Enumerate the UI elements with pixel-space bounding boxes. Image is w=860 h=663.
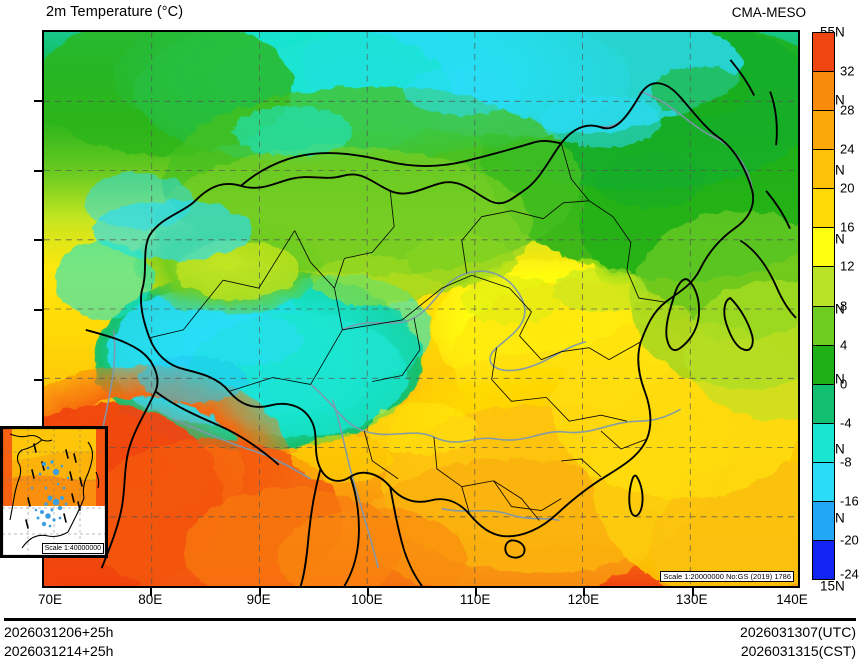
colorbar-band-8-12 (813, 267, 834, 307)
colorbar-band-24-28 (813, 111, 834, 151)
lat-tick-15n: 15N (820, 578, 845, 594)
lon-tick-mark (475, 588, 478, 596)
lat-tick-mark (34, 239, 42, 242)
colorbar-label-32: 32 (840, 63, 855, 79)
colorbar-label-neg20: -20 (840, 532, 859, 548)
valid-time-cst: 2026031315(CST) (740, 643, 856, 659)
colorbar-label-0: 0 (840, 376, 848, 392)
map-scale-label: Scale 1:20000000 No:GS (2019) 1786 (660, 571, 794, 582)
colorbar-band-neg4-0 (813, 384, 834, 424)
colorbar-label-28: 28 (840, 102, 855, 118)
colorbar-band-4-8 (813, 306, 834, 346)
lat-tick-mark (34, 309, 42, 311)
temperature-map[interactable]: Scale 1:20000000 No:GS (2019) 1786 (42, 30, 800, 588)
lon-tick-mark (366, 588, 369, 596)
colorbar-label-20: 20 (840, 180, 855, 196)
colorbar-label-24: 24 (840, 141, 855, 157)
colorbar-label-4: 4 (840, 337, 848, 353)
valid-time-utc: 2026031307(UTC) (740, 624, 856, 640)
lat-tick-mark (34, 99, 42, 102)
lat-tick-mark (34, 378, 42, 381)
colorbar-label-16: 16 (840, 219, 855, 235)
lon-tick-mark (150, 588, 153, 596)
lon-tick-110e: 110E (459, 592, 491, 607)
init-time-utc: 2026031206+25h (4, 624, 114, 640)
lon-tick-140e: 140E (776, 592, 808, 607)
colorbar-band-neg8-neg4 (813, 423, 834, 463)
lon-tick-120e: 120E (567, 592, 600, 607)
lon-tick-mark (258, 588, 261, 596)
colorbar-band-neg16-neg8 (813, 462, 834, 502)
colorbar-label-neg16: -16 (840, 493, 859, 509)
colorbar-band-0-4 (813, 345, 834, 385)
colorbar-band-12-16 (813, 228, 834, 268)
inset-scale-label: Scale 1:40000000 (41, 543, 104, 554)
colorbar-label-neg24: -24 (840, 566, 859, 582)
colorbar-band-neg24-neg20 (813, 541, 834, 580)
footer-left-block: 2026031206+25h 2026031214+25h (4, 623, 113, 661)
south-china-sea-inset-map[interactable]: Scale 1:40000000 (0, 426, 108, 558)
colorbar-label-8: 8 (840, 298, 848, 314)
map-canvas (44, 32, 798, 586)
colorbar-label-neg8: -8 (840, 454, 852, 470)
model-label: CMA-MESO (731, 5, 806, 20)
colorbar-band-16-20 (813, 189, 834, 229)
lon-tick-80e: 80E (138, 592, 163, 607)
footer-divider (4, 618, 856, 621)
colorbar-label-neg4: -4 (840, 415, 852, 431)
lon-tick-mark (691, 588, 694, 596)
colorbar-band-neg20-neg16 (813, 501, 834, 542)
lon-tick-90e: 90E (246, 592, 271, 607)
footer-right-block: 2026031307(UTC) 2026031315(CST) (740, 623, 856, 661)
lon-tick-130e: 130E (675, 592, 708, 607)
lon-tick-70e: 70E (37, 592, 63, 607)
lon-tick-mark (583, 588, 586, 596)
lon-tick-100e: 100E (351, 592, 383, 607)
colorbar-band-20-24 (813, 150, 834, 190)
colorbar-band-28-32 (813, 72, 834, 112)
temperature-colorbar[interactable] (812, 32, 835, 580)
colorbar-band-32-36 (813, 33, 834, 73)
init-time-cst: 2026031214+25h (4, 643, 114, 659)
lat-tick-mark (34, 169, 42, 172)
colorbar-label-12: 12 (840, 258, 855, 274)
page-title: 2m Temperature (°C) (46, 4, 184, 20)
